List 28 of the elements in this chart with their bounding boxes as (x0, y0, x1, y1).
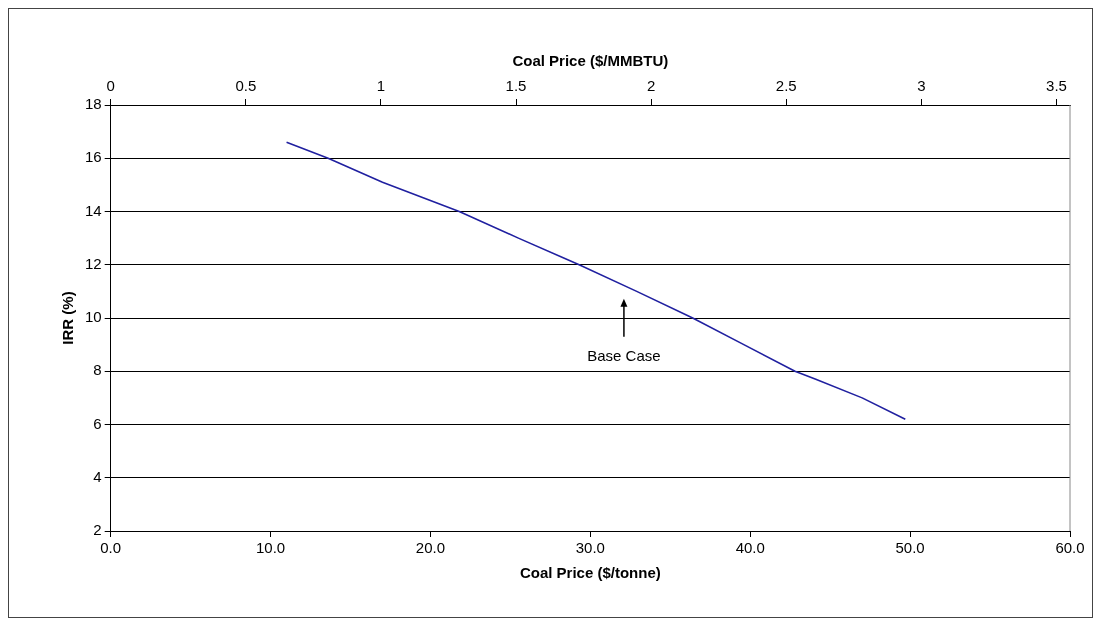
y-tick-label: 4 (93, 467, 102, 485)
x-tick-label: 30.0 (575, 539, 605, 557)
x2-tick-label: 0 (106, 77, 115, 95)
y-axis-title: IRR (%) (59, 291, 77, 345)
x2-tick-label: 1.5 (505, 77, 527, 95)
y-tick-label: 14 (85, 201, 102, 219)
x2-tick-label: 0.5 (235, 77, 257, 95)
x-tick-label: 60.0 (1055, 539, 1085, 557)
x-tick-label: 40.0 (735, 539, 765, 557)
x-axis-title: Coal Price ($/tonne) (519, 564, 661, 582)
y-tick-label: 16 (85, 148, 102, 166)
y-tick-label: 8 (93, 361, 102, 379)
x2-tick-label: 2.5 (775, 77, 797, 95)
y-tick-label: 18 (85, 95, 102, 113)
x2-tick-label: 1 (376, 77, 386, 95)
x2-tick-label: 3 (917, 77, 926, 95)
x-tick-label: 0.0 (100, 539, 122, 557)
x-tick-label: 20.0 (415, 539, 446, 557)
x-tick-label: 50.0 (895, 539, 925, 557)
y-tick-label: 2 (93, 521, 102, 539)
x2-axis-title: Coal Price ($/MMBTU) (512, 52, 669, 70)
y-tick-label: 10 (85, 308, 102, 326)
x2-tick-label: 3.5 (1046, 77, 1067, 95)
annotation: Base Case (587, 346, 661, 364)
x-tick-label: 10.0 (255, 539, 286, 557)
y-tick-label: 6 (93, 414, 102, 432)
y-tick-label: 12 (85, 254, 102, 272)
x2-tick-label: 2 (646, 77, 656, 95)
